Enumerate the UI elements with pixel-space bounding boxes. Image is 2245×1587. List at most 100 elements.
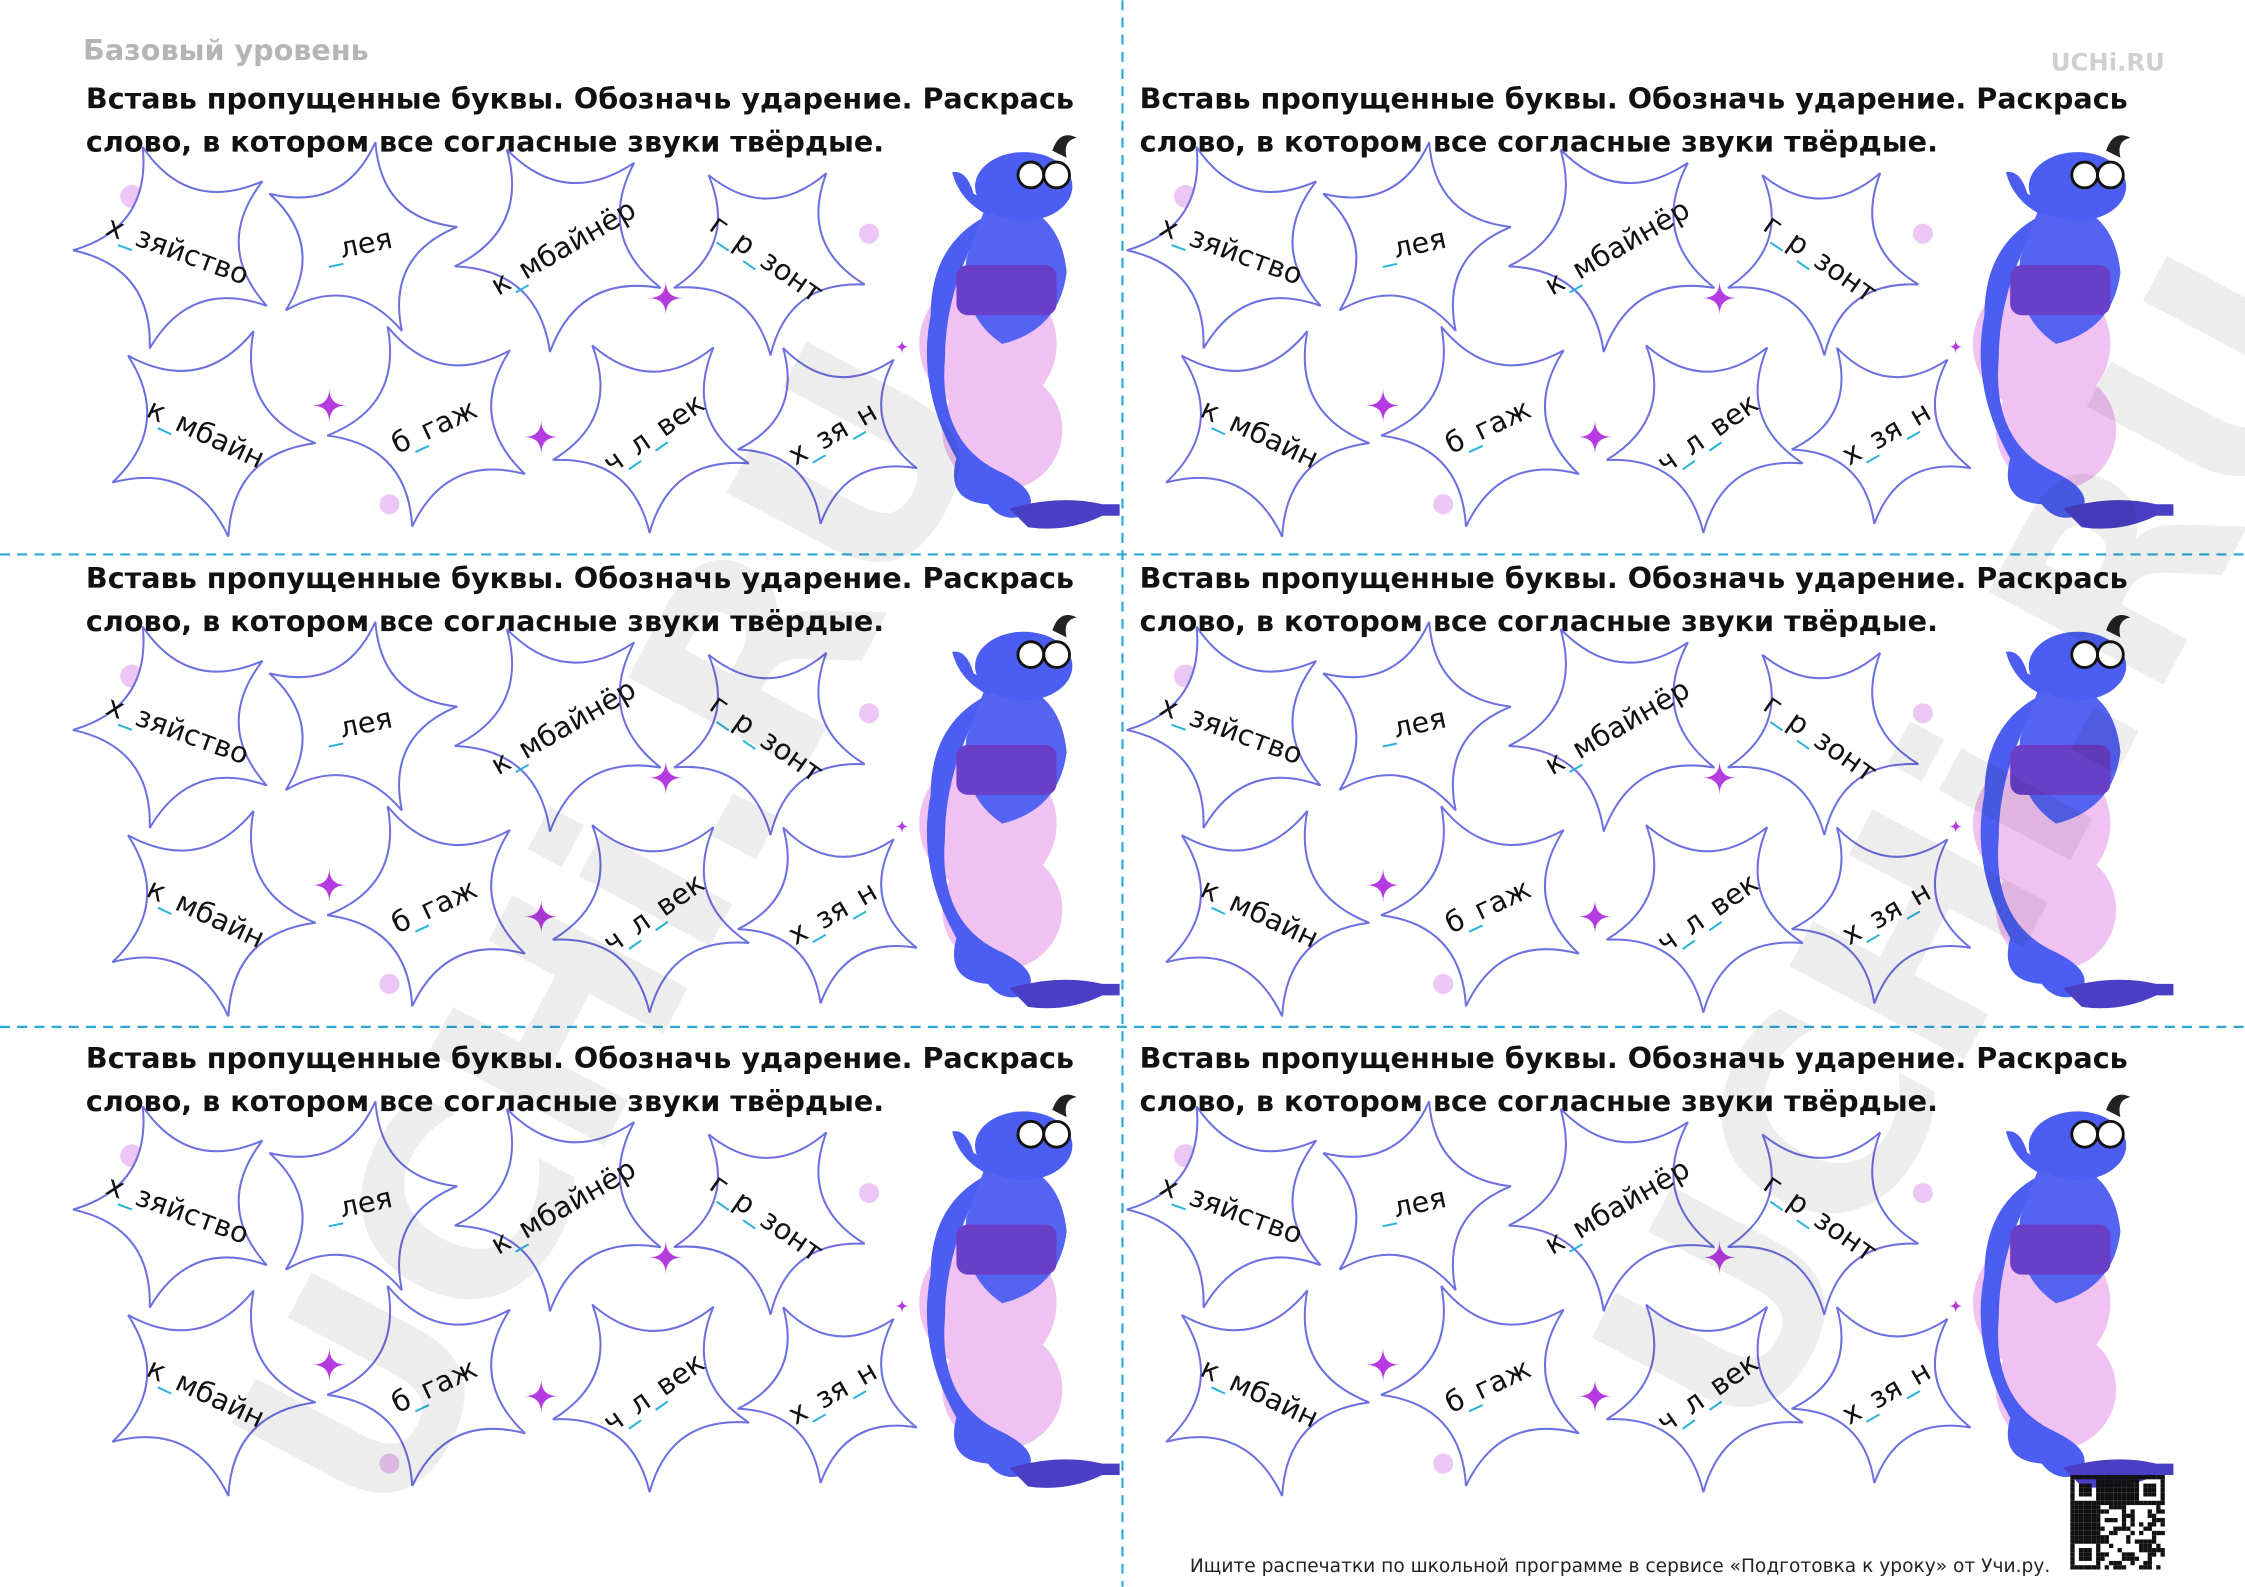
- genie-eye: [1016, 160, 1046, 190]
- qr-cell: [2160, 1492, 2165, 1497]
- qr-cell: [2156, 1548, 2161, 1553]
- qr-cell: [2096, 1539, 2101, 1544]
- star-shape: [454, 628, 662, 832]
- sparkle: [894, 819, 910, 834]
- qr-cell: [2126, 1500, 2131, 1506]
- qr-cell: [2096, 1479, 2101, 1484]
- qr-cell: [2108, 1479, 2114, 1484]
- card: Вставь пропущенные буквы. Обозначь ударе…: [1126, 82, 2174, 538]
- qr-cell: [2078, 1530, 2084, 1536]
- qr-cell: [2130, 1522, 2135, 1527]
- qr-cell: [2113, 1560, 2118, 1566]
- qr-cell: [2100, 1526, 2105, 1531]
- qr-cell: [2108, 1530, 2114, 1536]
- qr-cell: [2078, 1492, 2084, 1497]
- star-shape: [1508, 148, 1716, 353]
- qr-cell: [2143, 1539, 2148, 1544]
- qr-cell: [2130, 1479, 2135, 1484]
- qr-cell: [2083, 1565, 2088, 1570]
- qr-cell: [2108, 1483, 2114, 1488]
- qr-cell: [2070, 1560, 2075, 1566]
- genie-body: [1980, 694, 2085, 998]
- genie-arm: [952, 651, 996, 695]
- qr-cell: [2117, 1496, 2122, 1501]
- qr-cell: [2074, 1526, 2079, 1531]
- qr-cell: [2087, 1565, 2092, 1570]
- genie-hair: [2106, 135, 2131, 158]
- star-shape: [552, 344, 750, 534]
- qr-cell: [2096, 1522, 2101, 1527]
- qr-cell: [2091, 1509, 2097, 1514]
- qr-cell: [2104, 1483, 2109, 1488]
- qr-cell: [2070, 1535, 2075, 1540]
- qr-cell: [2143, 1475, 2148, 1480]
- qr-cell: [2108, 1492, 2114, 1497]
- dot: [379, 973, 400, 994]
- star-shape: [1322, 1101, 1512, 1291]
- qr-cell: [2156, 1543, 2161, 1549]
- qr-cell: [2121, 1517, 2127, 1523]
- qr-cell: [2113, 1479, 2118, 1484]
- star: б_гаж: [326, 325, 526, 528]
- qr-cell: [2100, 1479, 2105, 1484]
- card: Вставь пропущенные буквы. Обозначь ударе…: [72, 82, 1120, 538]
- lamp: [2063, 1459, 2174, 1488]
- qr-cell: [2126, 1526, 2131, 1531]
- qr-code: [2070, 1475, 2165, 1570]
- qr-cell: [2096, 1565, 2101, 1570]
- star: к_мбайн: [111, 330, 316, 538]
- qr-cell: [2160, 1552, 2165, 1557]
- genie-eye: [1042, 160, 1071, 190]
- star: х_зяйство: [1126, 1105, 1322, 1309]
- qr-cell: [2096, 1475, 2101, 1480]
- qr-cell: [2078, 1487, 2084, 1493]
- qr-cell: [2078, 1526, 2084, 1531]
- qr-cell: [2091, 1513, 2097, 1518]
- star-shape: [673, 651, 866, 836]
- star-shape: [72, 626, 268, 829]
- qr-cell: [2100, 1496, 2105, 1501]
- genie-body: [1980, 1174, 2085, 1478]
- instruction: слово, в котором все согласные звуки твё…: [86, 604, 884, 638]
- qr-cell: [2126, 1479, 2131, 1484]
- genie-belt: [2010, 265, 2111, 316]
- qr-cell: [2113, 1530, 2118, 1536]
- qr-cell: [2104, 1475, 2109, 1480]
- qr-cell: [2096, 1513, 2101, 1518]
- star: х_зя_н: [1791, 826, 1972, 1004]
- dot: [379, 1453, 400, 1474]
- qr-cell: [2096, 1496, 2101, 1501]
- qr-cell: [2126, 1513, 2131, 1518]
- qr-cell: [2083, 1483, 2088, 1488]
- instruction: Вставь пропущенные буквы. Обозначь ударе…: [1140, 1041, 2128, 1075]
- qr-cell: [2160, 1479, 2165, 1484]
- qr-cell: [2121, 1565, 2127, 1570]
- dot: [1433, 1453, 1454, 1474]
- qr-cell: [2156, 1517, 2161, 1523]
- qr-cell: [2139, 1522, 2144, 1527]
- qr-cell: [2104, 1539, 2109, 1544]
- star-shape: [111, 330, 316, 538]
- qr-cell: [2134, 1483, 2140, 1488]
- qr-cell: [2143, 1565, 2148, 1570]
- star: г_р_зонт: [1727, 651, 1919, 836]
- qr-cell: [2104, 1517, 2109, 1523]
- qr-cell: [2117, 1526, 2122, 1531]
- qr-cell: [2083, 1539, 2088, 1544]
- sparkle: [648, 280, 683, 316]
- qr-cell: [2100, 1500, 2105, 1506]
- star-shape: [1508, 1108, 1716, 1312]
- star-shape: [737, 347, 918, 525]
- instruction: Вставь пропущенные буквы. Обозначь ударе…: [1140, 561, 2128, 595]
- qr-cell: [2078, 1517, 2084, 1523]
- qr-cell: [2096, 1552, 2101, 1557]
- qr-cell: [2083, 1500, 2088, 1506]
- qr-cell: [2160, 1487, 2165, 1493]
- qr-cell: [2151, 1552, 2157, 1557]
- qr-cell: [2104, 1565, 2109, 1570]
- qr-cell: [2083, 1505, 2088, 1510]
- genie-hair: [2106, 1094, 2131, 1118]
- star: х_зяйство: [72, 146, 268, 349]
- qr-cell: [2074, 1539, 2079, 1544]
- qr-cell: [2117, 1487, 2122, 1493]
